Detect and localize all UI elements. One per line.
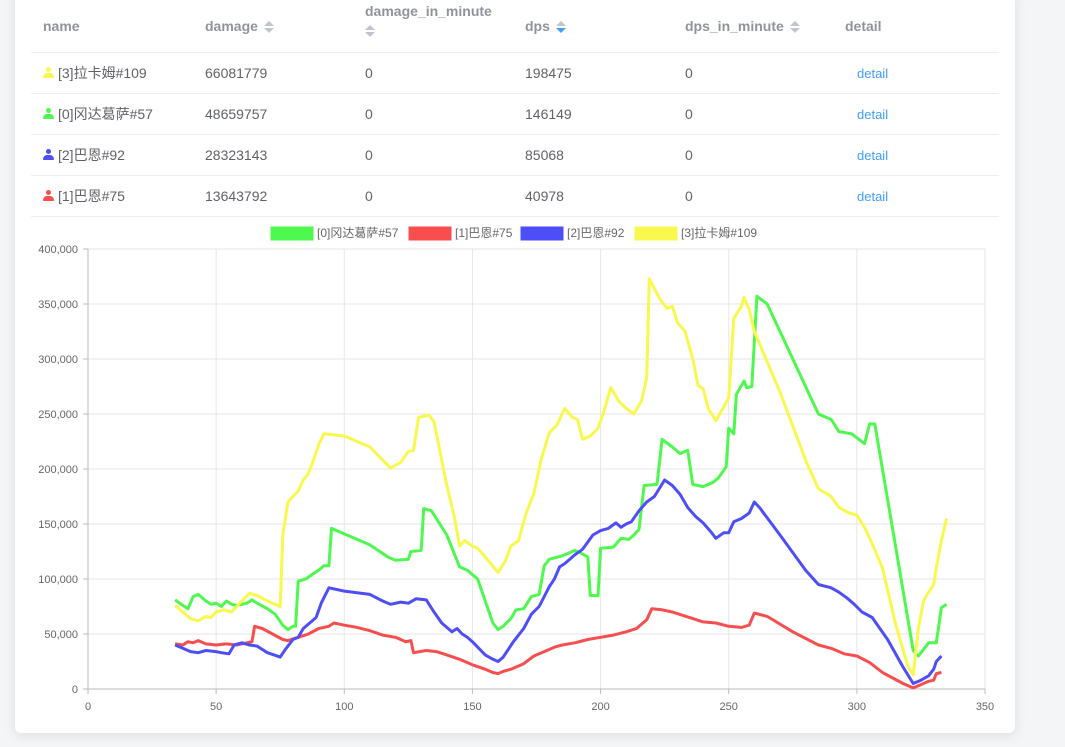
user-icon [43,190,54,202]
damage-cell: 48659757 [193,93,353,135]
sort-caret-icon[interactable] [263,21,274,34]
x-tick-label: 150 [463,701,481,713]
y-tick-label: 50,000 [44,629,78,641]
player-name-cell: [3]拉卡姆#109 [31,52,193,94]
player-name-cell: [1]巴恩#75 [31,175,193,217]
damage-in-minute-cell: 0 [353,134,513,176]
column-header-damage[interactable]: damage [193,0,353,53]
column-header-damage-in-minute[interactable]: damage_in_minute [353,0,513,53]
legend-item: [2]巴恩#92 [520,226,625,241]
legend-swatch [270,226,314,241]
detail-cell: detail [833,134,999,176]
damage-in-minute-cell: 0 [353,93,513,135]
damage-cell: 28323143 [193,134,353,176]
damage-in-minute-cell: 0 [353,52,513,94]
user-icon [43,108,54,120]
x-tick-label: 50 [210,701,222,713]
y-tick-label: 350,000 [38,299,78,311]
x-tick-label: 100 [335,701,353,713]
dps-in-minute-cell: 0 [673,93,833,135]
player-name-cell: [0]冈达葛萨#57 [31,93,193,135]
y-tick-label: 400,000 [38,244,78,256]
dps-line-chart: 0 50,000 100,000 150,000 200,000 250,000 300,0… [38,225,994,713]
y-tick-label: 300,000 [38,354,78,366]
dps-cell: 198475 [513,52,673,94]
y-tick-label: 200,000 [38,464,78,476]
legend-label: [1]巴恩#75 [455,226,513,240]
column-header-dps-in-minute[interactable]: dps_in_minute [673,0,833,53]
table-row: [0]冈达葛萨#57 48659757 0 146149 0 detail [31,93,999,135]
table-row: [1]巴恩#75 13643792 0 40978 0 detail [31,175,999,217]
damage-table: name damage damage_in_minute dps dps_in_… [31,0,999,217]
legend-label: [0]冈达葛萨#57 [317,226,399,240]
dps-in-minute-cell: 0 [673,175,833,217]
detail-cell: detail [833,175,999,217]
legend-item: [1]巴恩#75 [408,226,513,241]
detail-button[interactable]: detail [857,189,889,204]
legend-item: [0]冈达葛萨#57 [270,226,399,241]
detail-cell: detail [833,52,999,94]
legend-swatch [520,226,564,241]
series-line-0 [174,294,948,658]
detail-cell: detail [833,93,999,135]
y-tick-label: 150,000 [38,519,78,531]
legend-item: [3]拉卡姆#109 [634,225,757,241]
legend-label: [3]拉卡姆#109 [681,225,757,240]
dps-in-minute-cell: 0 [673,52,833,94]
detail-button[interactable]: detail [857,66,889,81]
x-tick-label: 300 [848,701,866,713]
y-tick-label: 100,000 [38,574,78,586]
column-header-dps[interactable]: dps [513,0,673,53]
sort-caret-icon[interactable] [555,21,566,34]
legend-swatch [408,226,452,241]
table-row: [3]拉卡姆#109 66081779 0 198475 0 detail [31,52,999,94]
dps-cell: 146149 [513,93,673,135]
damage-in-minute-cell: 0 [353,175,513,217]
legend-label: [2]巴恩#92 [567,226,625,240]
x-tick-label: 0 [85,701,91,713]
x-tick-label: 350 [976,701,994,713]
detail-button[interactable]: detail [857,148,889,163]
series-line-1 [174,607,942,690]
column-header-detail: detail [833,0,999,53]
dps-cell: 40978 [513,175,673,217]
user-icon [43,67,54,79]
player-name-cell: [2]巴恩#92 [31,134,193,176]
y-tick-label: 250,000 [38,409,78,421]
dps-cell: 85068 [513,134,673,176]
series-line-3 [174,277,949,677]
sort-caret-icon[interactable] [365,25,375,38]
x-tick-label: 250 [720,701,738,713]
table-row: [2]巴恩#92 28323143 0 85068 0 detail [31,134,999,176]
sort-caret-icon[interactable] [789,21,800,34]
damage-cell: 13643792 [193,175,353,217]
series-line-2 [174,478,943,685]
dps-in-minute-cell: 0 [673,134,833,176]
detail-button[interactable]: detail [857,107,889,122]
damage-cell: 66081779 [193,52,353,94]
legend-swatch [634,226,678,241]
column-header-name: name [31,0,193,53]
y-tick-label: 0 [72,684,78,696]
user-icon [43,149,54,161]
table-header-row: name damage damage_in_minute dps dps_in_… [31,0,999,53]
x-tick-label: 200 [591,701,609,713]
